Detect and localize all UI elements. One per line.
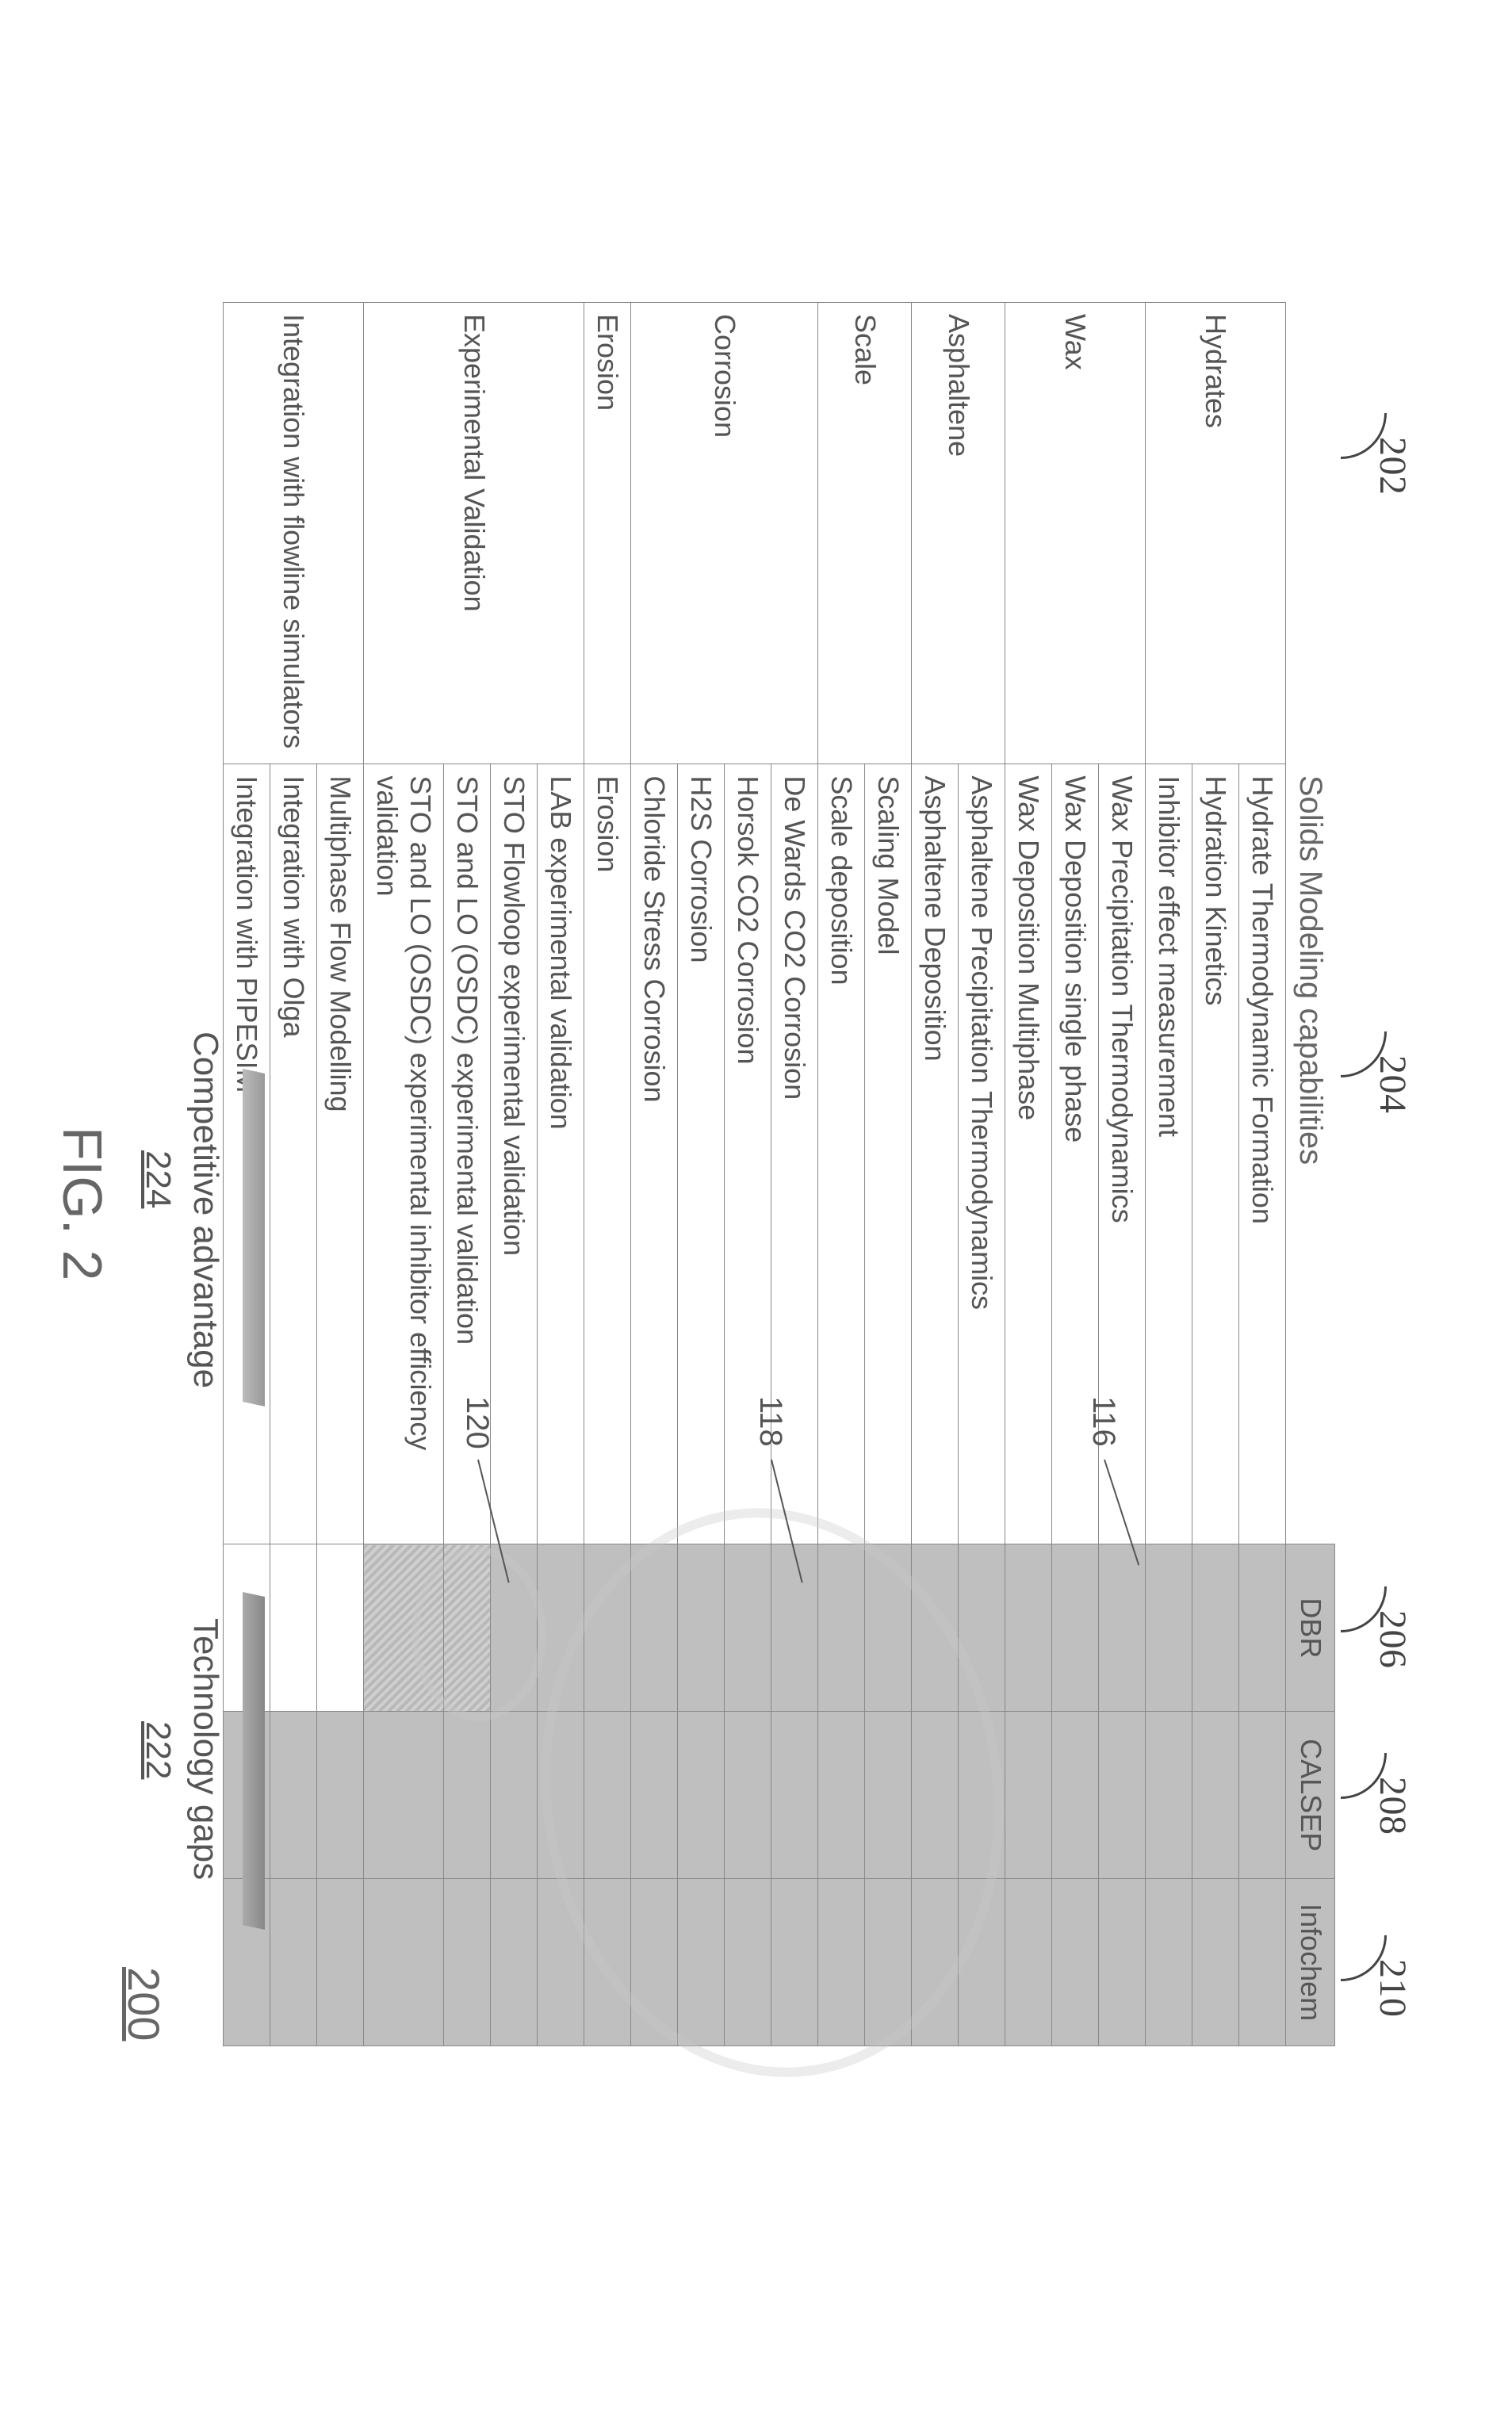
lead-116: 116 — [1085, 1396, 1121, 1447]
vendor-cell — [317, 1711, 364, 1878]
vendor-cell — [1005, 1878, 1052, 2046]
capability-cell: Hydration Kinetics — [1192, 763, 1239, 1544]
legend-gaps-ref: 222 — [138, 1721, 178, 1779]
vendor-cell — [1099, 1711, 1146, 1878]
capability-cell: STO and LO (OSDC) experimental inhibitor… — [364, 763, 444, 1544]
vendor-cell — [1052, 1711, 1099, 1878]
vendor-cell — [1239, 1878, 1286, 2046]
table-row: HydratesHydrate Thermodynamic Formation — [1239, 302, 1286, 2046]
lead-118: 118 — [752, 1396, 788, 1447]
vendor-cell — [1192, 1711, 1239, 1878]
vendor-cell — [1146, 1544, 1192, 1711]
category-cell: Scale — [818, 302, 912, 763]
vendor-cell — [1239, 1711, 1286, 1878]
capability-cell: LAB experimental validation — [538, 763, 584, 1544]
vendor-cell — [1192, 1544, 1239, 1711]
vendor-cell — [1099, 1878, 1146, 2046]
vendor-cell — [1052, 1878, 1099, 2046]
figure-label: FIG. 2 — [51, 1127, 114, 1280]
vendor-cell — [1005, 1711, 1052, 1878]
capability-cell: Scale deposition — [818, 763, 865, 1544]
ref-206: 206 — [1371, 1610, 1414, 1669]
table-header-row: Solids Modeling capabilities DBR CALSEP … — [1286, 302, 1335, 2046]
vendor-cell — [1192, 1878, 1239, 2046]
capability-cell: Hydrate Thermodynamic Formation — [1239, 763, 1286, 1544]
lead-120: 120 — [459, 1396, 495, 1449]
capability-cell: Inhibitor effect measurement — [1146, 763, 1192, 1544]
ref-204: 204 — [1371, 1055, 1414, 1114]
vendor-cell — [270, 1544, 317, 1711]
vendor-cell — [270, 1878, 317, 2046]
highlight-ellipse-small — [411, 1547, 546, 1721]
vendor-cell — [491, 1878, 538, 2046]
vendor-cell — [444, 1878, 491, 2046]
category-cell: Erosion — [584, 302, 631, 763]
header-vendor-calsep: CALSEP — [1286, 1711, 1335, 1878]
ref-210: 210 — [1371, 1959, 1414, 2018]
ref-202: 202 — [1371, 437, 1414, 496]
category-cell: Integration with flowline simulators — [224, 302, 364, 763]
header-vendor-dbr: DBR — [1286, 1544, 1335, 1711]
vendor-cell — [1146, 1711, 1192, 1878]
vendor-cell — [270, 1711, 317, 1878]
vendor-cell — [1005, 1544, 1052, 1711]
vendor-cell — [1099, 1544, 1146, 1711]
ref-208: 208 — [1371, 1777, 1414, 1835]
category-cell: Asphaltene — [912, 302, 1005, 763]
vendor-cell — [364, 1878, 444, 2046]
vendor-cell — [1239, 1544, 1286, 1711]
capability-cell: STO Flowloop experimental validation — [491, 763, 538, 1544]
table-row: WaxWax Precipitation Thermodynamics — [1099, 302, 1146, 2046]
capability-cell: Chloride Stress Corrosion — [631, 763, 678, 1544]
vendor-cell — [317, 1544, 364, 1711]
legend-bar-gaps — [243, 1592, 265, 1930]
header-blank — [1286, 302, 1335, 763]
legend-advantage-ref: 224 — [138, 1150, 178, 1208]
figure-stage: 202 204 206 208 210 Solids Modeling capa… — [82, 96, 1430, 2316]
capability-cell: Scaling Model — [865, 763, 912, 1544]
capability-cell: Asphaltene Deposition — [912, 763, 959, 1544]
capability-cell: Integration with Olga — [270, 763, 317, 1544]
vendor-cell — [491, 1711, 538, 1878]
category-cell: Corrosion — [631, 302, 818, 763]
header-vendor-infochem: Infochem — [1286, 1878, 1335, 2046]
header-capabilities: Solids Modeling capabilities — [1286, 763, 1335, 1544]
category-cell: Hydrates — [1146, 302, 1286, 763]
legend-advantage-label: Competitive advantage — [186, 1031, 225, 1388]
vendor-cell — [1052, 1544, 1099, 1711]
legend-bar-advantage — [243, 1069, 265, 1406]
capability-cell: H2S Corrosion — [678, 763, 725, 1544]
figure-pageref: 200 — [118, 1967, 170, 2041]
category-cell: Experimental Validation — [364, 302, 584, 763]
category-cell: Wax — [1005, 302, 1146, 763]
vendor-cell — [364, 1711, 444, 1878]
capability-cell: Erosion — [584, 763, 631, 1544]
legend-gaps-label: Technology gaps — [186, 1618, 225, 1880]
capability-cell: Wax Deposition Multiphase — [1005, 763, 1052, 1544]
vendor-cell — [444, 1711, 491, 1878]
vendor-cell — [317, 1878, 364, 2046]
table-row: Integration with flowline simulatorsMult… — [317, 302, 364, 2046]
capability-cell: Asphaltene Precipitation Thermodynamics — [959, 763, 1005, 1544]
capability-cell: Multiphase Flow Modelling — [317, 763, 364, 1544]
vendor-cell — [1146, 1878, 1192, 2046]
